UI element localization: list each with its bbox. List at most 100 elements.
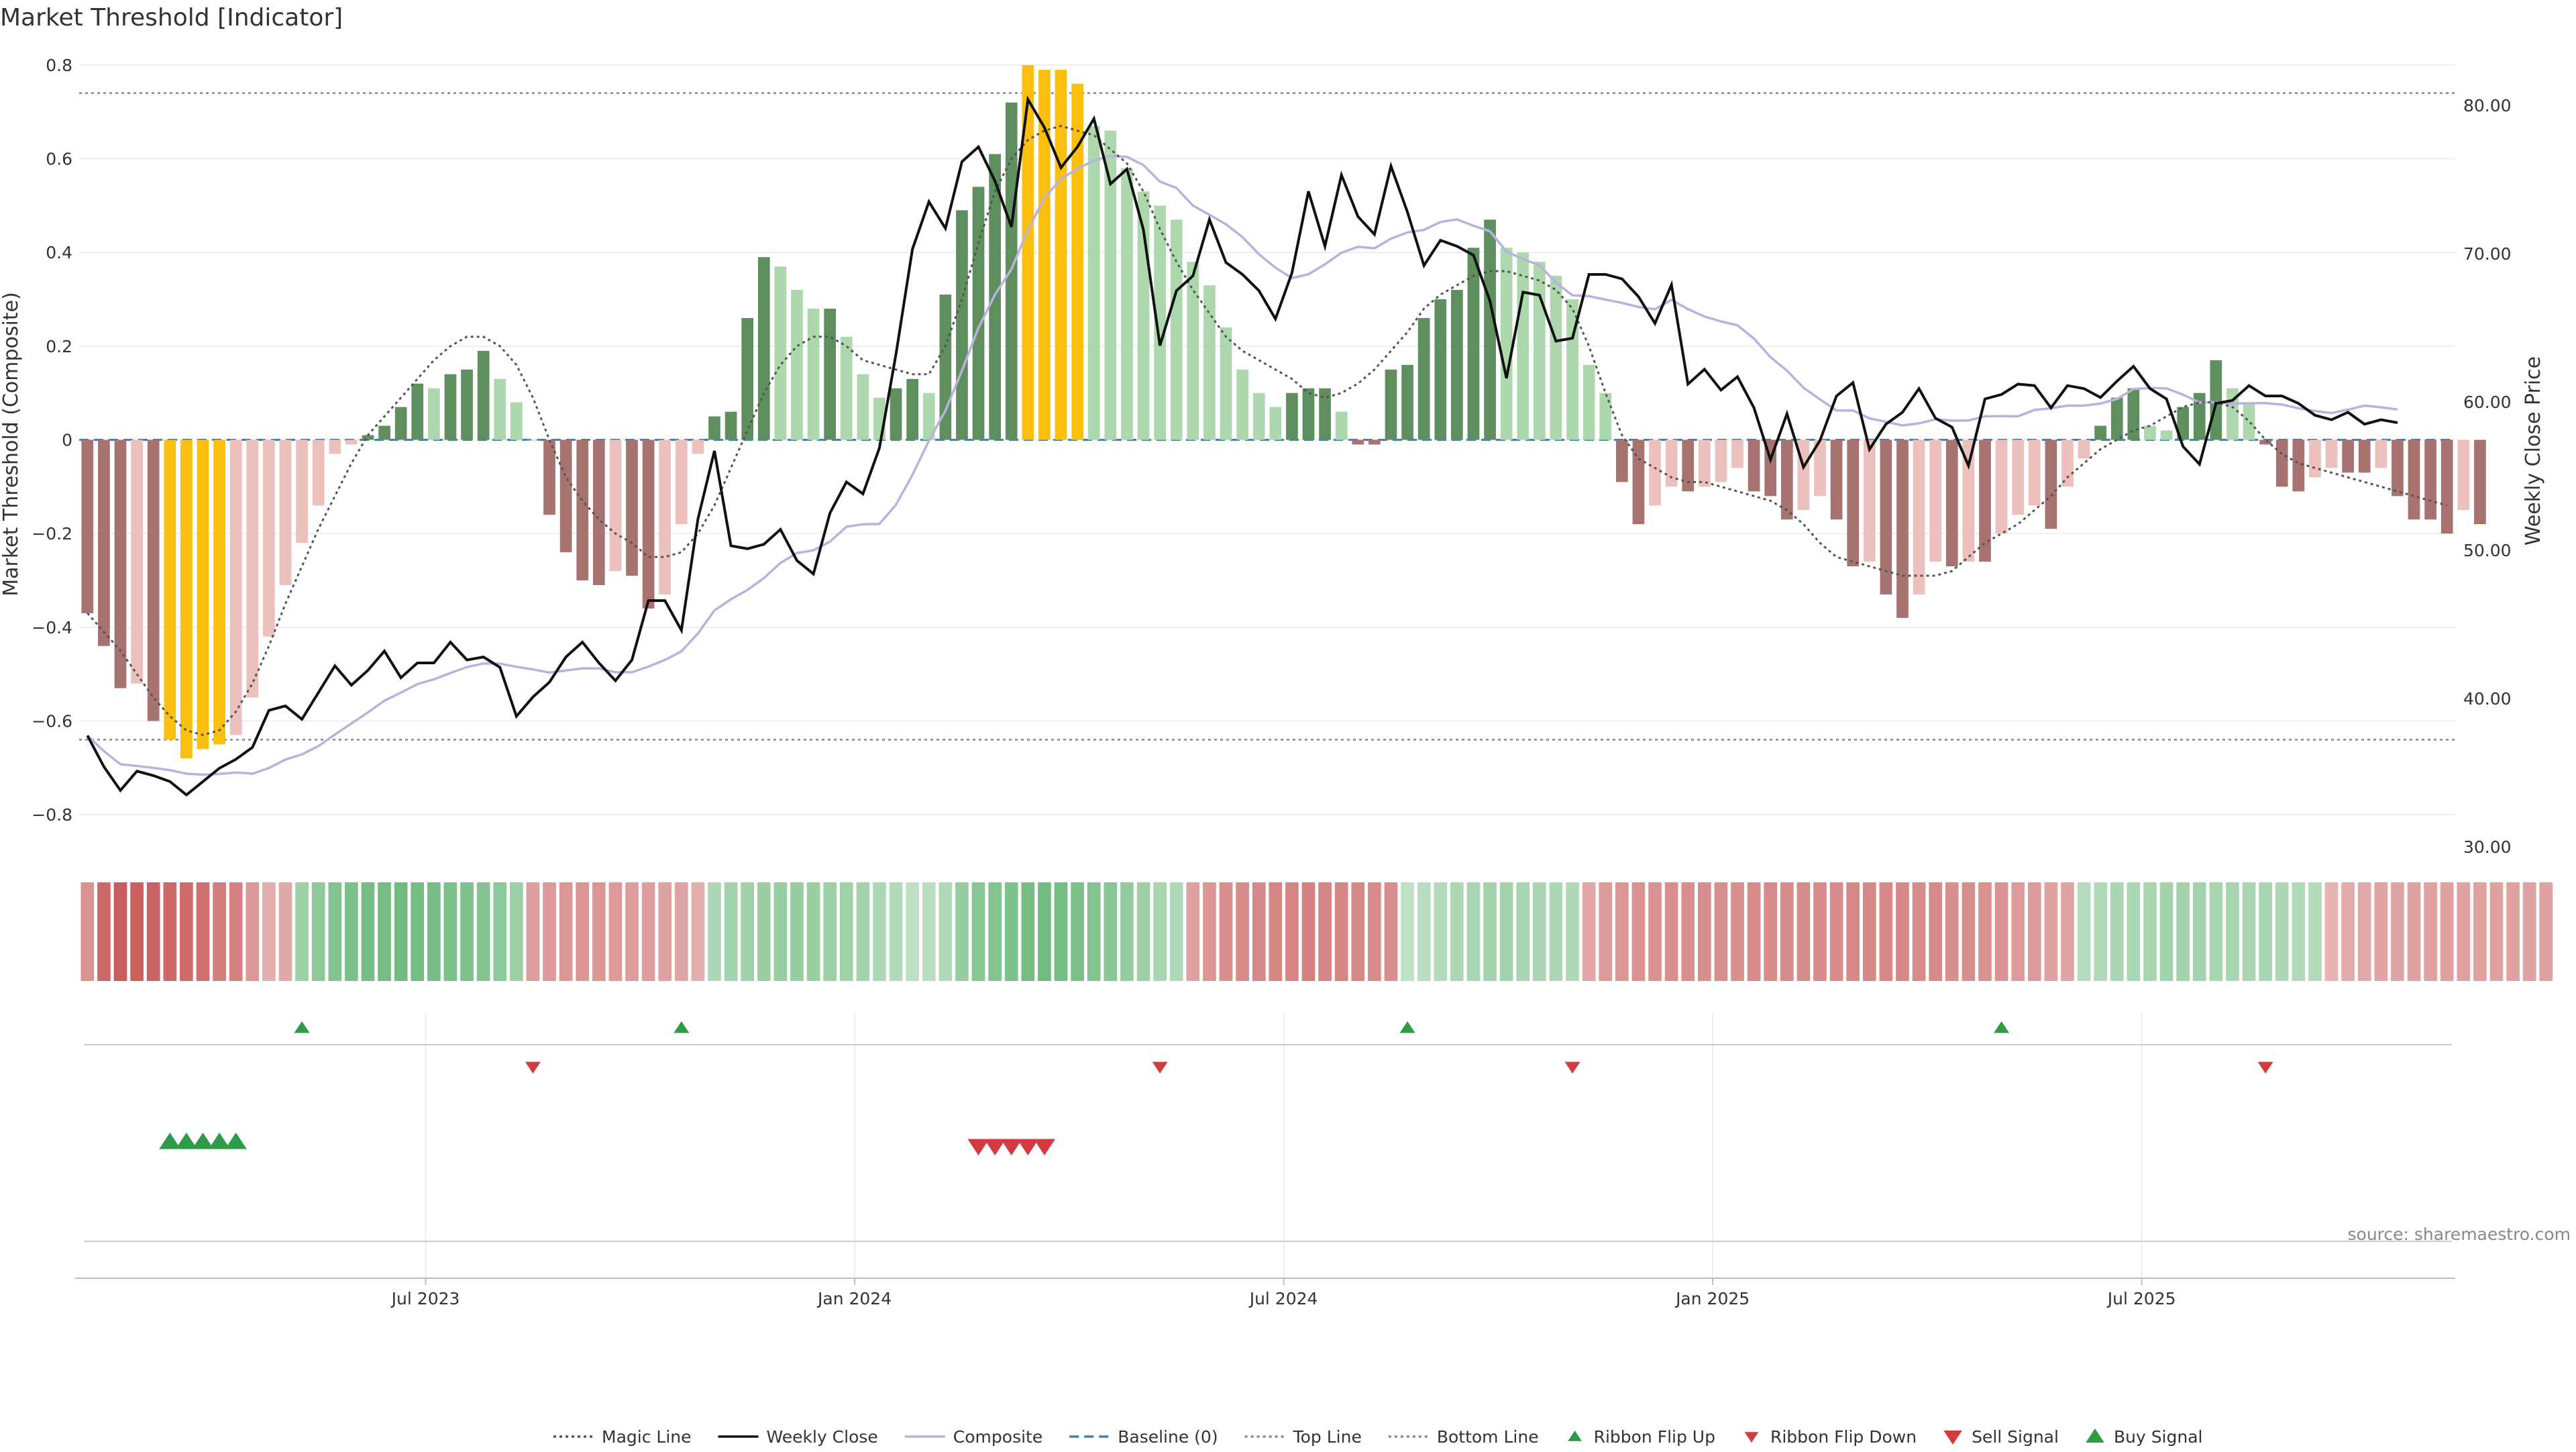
ribbon-cell bbox=[839, 882, 853, 981]
right-tick-label: 70.00 bbox=[2463, 244, 2512, 264]
ribbon-cell bbox=[922, 882, 936, 981]
ribbon-cell bbox=[1714, 882, 1728, 981]
ribbon-cell bbox=[576, 882, 590, 981]
ribbon-cell bbox=[1615, 882, 1629, 981]
buy-signal-marker bbox=[175, 1133, 197, 1149]
ribbon-cell bbox=[1351, 882, 1365, 981]
ribbon-cell bbox=[443, 882, 458, 981]
ribbon-cell bbox=[1813, 882, 1827, 981]
composite-bar bbox=[1401, 364, 1413, 440]
composite-bar bbox=[1104, 130, 1117, 440]
ribbon-flip-up-marker bbox=[294, 1021, 310, 1033]
x-tick-label: Jan 2024 bbox=[816, 1289, 892, 1308]
ribbon-cell bbox=[625, 882, 639, 981]
ribbon-flip-down-marker bbox=[525, 1061, 541, 1074]
composite-bar bbox=[444, 374, 457, 440]
composite-bar bbox=[1599, 393, 1612, 440]
ribbon-cell bbox=[1731, 882, 1744, 981]
composite-bar bbox=[2110, 397, 2123, 440]
ribbon-cell bbox=[1318, 882, 1332, 981]
composite-bar bbox=[1335, 411, 1348, 440]
composite-bar bbox=[378, 425, 390, 440]
composite-bar bbox=[2325, 439, 2338, 468]
ribbon-cell bbox=[130, 882, 144, 981]
composite-bar bbox=[1698, 439, 1711, 487]
composite-bar bbox=[1269, 407, 1282, 440]
ribbon-cell bbox=[1631, 882, 1646, 981]
ribbon-cell bbox=[1978, 882, 1992, 981]
ribbon-cell bbox=[856, 882, 870, 981]
ribbon-cell bbox=[1466, 882, 1481, 981]
ribbon-cell bbox=[163, 882, 177, 981]
ribbon-cell bbox=[1747, 882, 1761, 981]
composite-bar bbox=[906, 378, 919, 440]
ribbon-cell bbox=[691, 882, 705, 981]
ribbon-cell bbox=[1566, 882, 1579, 981]
ribbon-cell bbox=[394, 882, 408, 981]
composite-bar bbox=[692, 439, 704, 454]
ribbon-cell bbox=[2176, 882, 2190, 981]
composite-bar bbox=[956, 210, 968, 440]
ribbon-cell bbox=[1862, 882, 1876, 981]
ribbon-cell bbox=[213, 882, 226, 981]
composite-bar bbox=[1170, 219, 1183, 440]
legend-item: Composite bbox=[904, 1427, 1042, 1447]
ribbon-cell bbox=[1021, 882, 1035, 981]
ribbon-cell bbox=[328, 882, 342, 981]
composite-bar bbox=[2127, 388, 2140, 440]
composite-bar bbox=[81, 439, 94, 613]
composite-bar bbox=[2243, 402, 2255, 440]
ribbon-cell bbox=[2061, 882, 2074, 981]
x-tick-label: Jul 2023 bbox=[390, 1289, 460, 1308]
ribbon-cell bbox=[2357, 882, 2371, 981]
ribbon-cell bbox=[1450, 882, 1464, 981]
ribbon-strip bbox=[80, 882, 2553, 981]
ribbon-cell bbox=[790, 882, 804, 981]
composite-bar bbox=[543, 439, 555, 515]
composite-bar bbox=[1913, 439, 1925, 594]
ribbon-cell bbox=[1681, 882, 1695, 981]
ribbon-cell bbox=[1054, 882, 1068, 981]
composite-bar bbox=[1071, 83, 1083, 440]
ribbon-cell bbox=[2341, 882, 2355, 981]
composite-bar bbox=[741, 317, 754, 440]
ribbon-cell bbox=[2374, 882, 2388, 981]
ribbon-cell bbox=[2209, 882, 2223, 981]
ribbon-cell bbox=[80, 882, 95, 981]
ribbon-cell bbox=[146, 882, 160, 981]
composite-bar bbox=[890, 388, 902, 440]
ribbon-cell bbox=[1829, 882, 1843, 981]
ribbon-cell bbox=[658, 882, 672, 981]
sell-signal-marker bbox=[984, 1139, 1006, 1155]
composite-bar bbox=[494, 378, 506, 440]
composite-bar bbox=[1780, 439, 1793, 520]
composite-bar bbox=[1995, 439, 2008, 534]
composite-bar bbox=[427, 388, 440, 440]
ribbon-cell bbox=[641, 882, 655, 981]
composite-bar bbox=[724, 411, 737, 440]
composite-bar bbox=[1863, 439, 1876, 562]
legend-item: Buy Signal bbox=[2086, 1427, 2203, 1447]
ribbon-cell bbox=[1285, 882, 1299, 981]
ribbon-cell bbox=[806, 882, 820, 981]
ribbon-cell bbox=[1417, 882, 1431, 981]
composite-bar bbox=[2309, 439, 2321, 478]
left-axis-title: Market Threshold (Composite) bbox=[0, 292, 23, 597]
composite-bar bbox=[642, 439, 655, 609]
ribbon-cell bbox=[2489, 882, 2504, 981]
composite-bar bbox=[1451, 290, 1463, 440]
x-tick-label: Jan 2025 bbox=[1674, 1289, 1750, 1308]
composite-bar bbox=[2210, 360, 2222, 440]
composite-bar bbox=[1929, 439, 1942, 562]
ribbon-cell bbox=[1499, 882, 1513, 981]
ribbon-cell bbox=[1846, 882, 1860, 981]
ribbon-cell bbox=[2110, 882, 2124, 981]
left-tick-label: −0.4 bbox=[32, 618, 72, 637]
ribbon-cell bbox=[295, 882, 309, 981]
legend-item: Ribbon Flip Up bbox=[1568, 1427, 1715, 1447]
ribbon-cell bbox=[2143, 882, 2157, 981]
ribbon-cell bbox=[724, 882, 738, 981]
composite-bar bbox=[1748, 439, 1760, 492]
